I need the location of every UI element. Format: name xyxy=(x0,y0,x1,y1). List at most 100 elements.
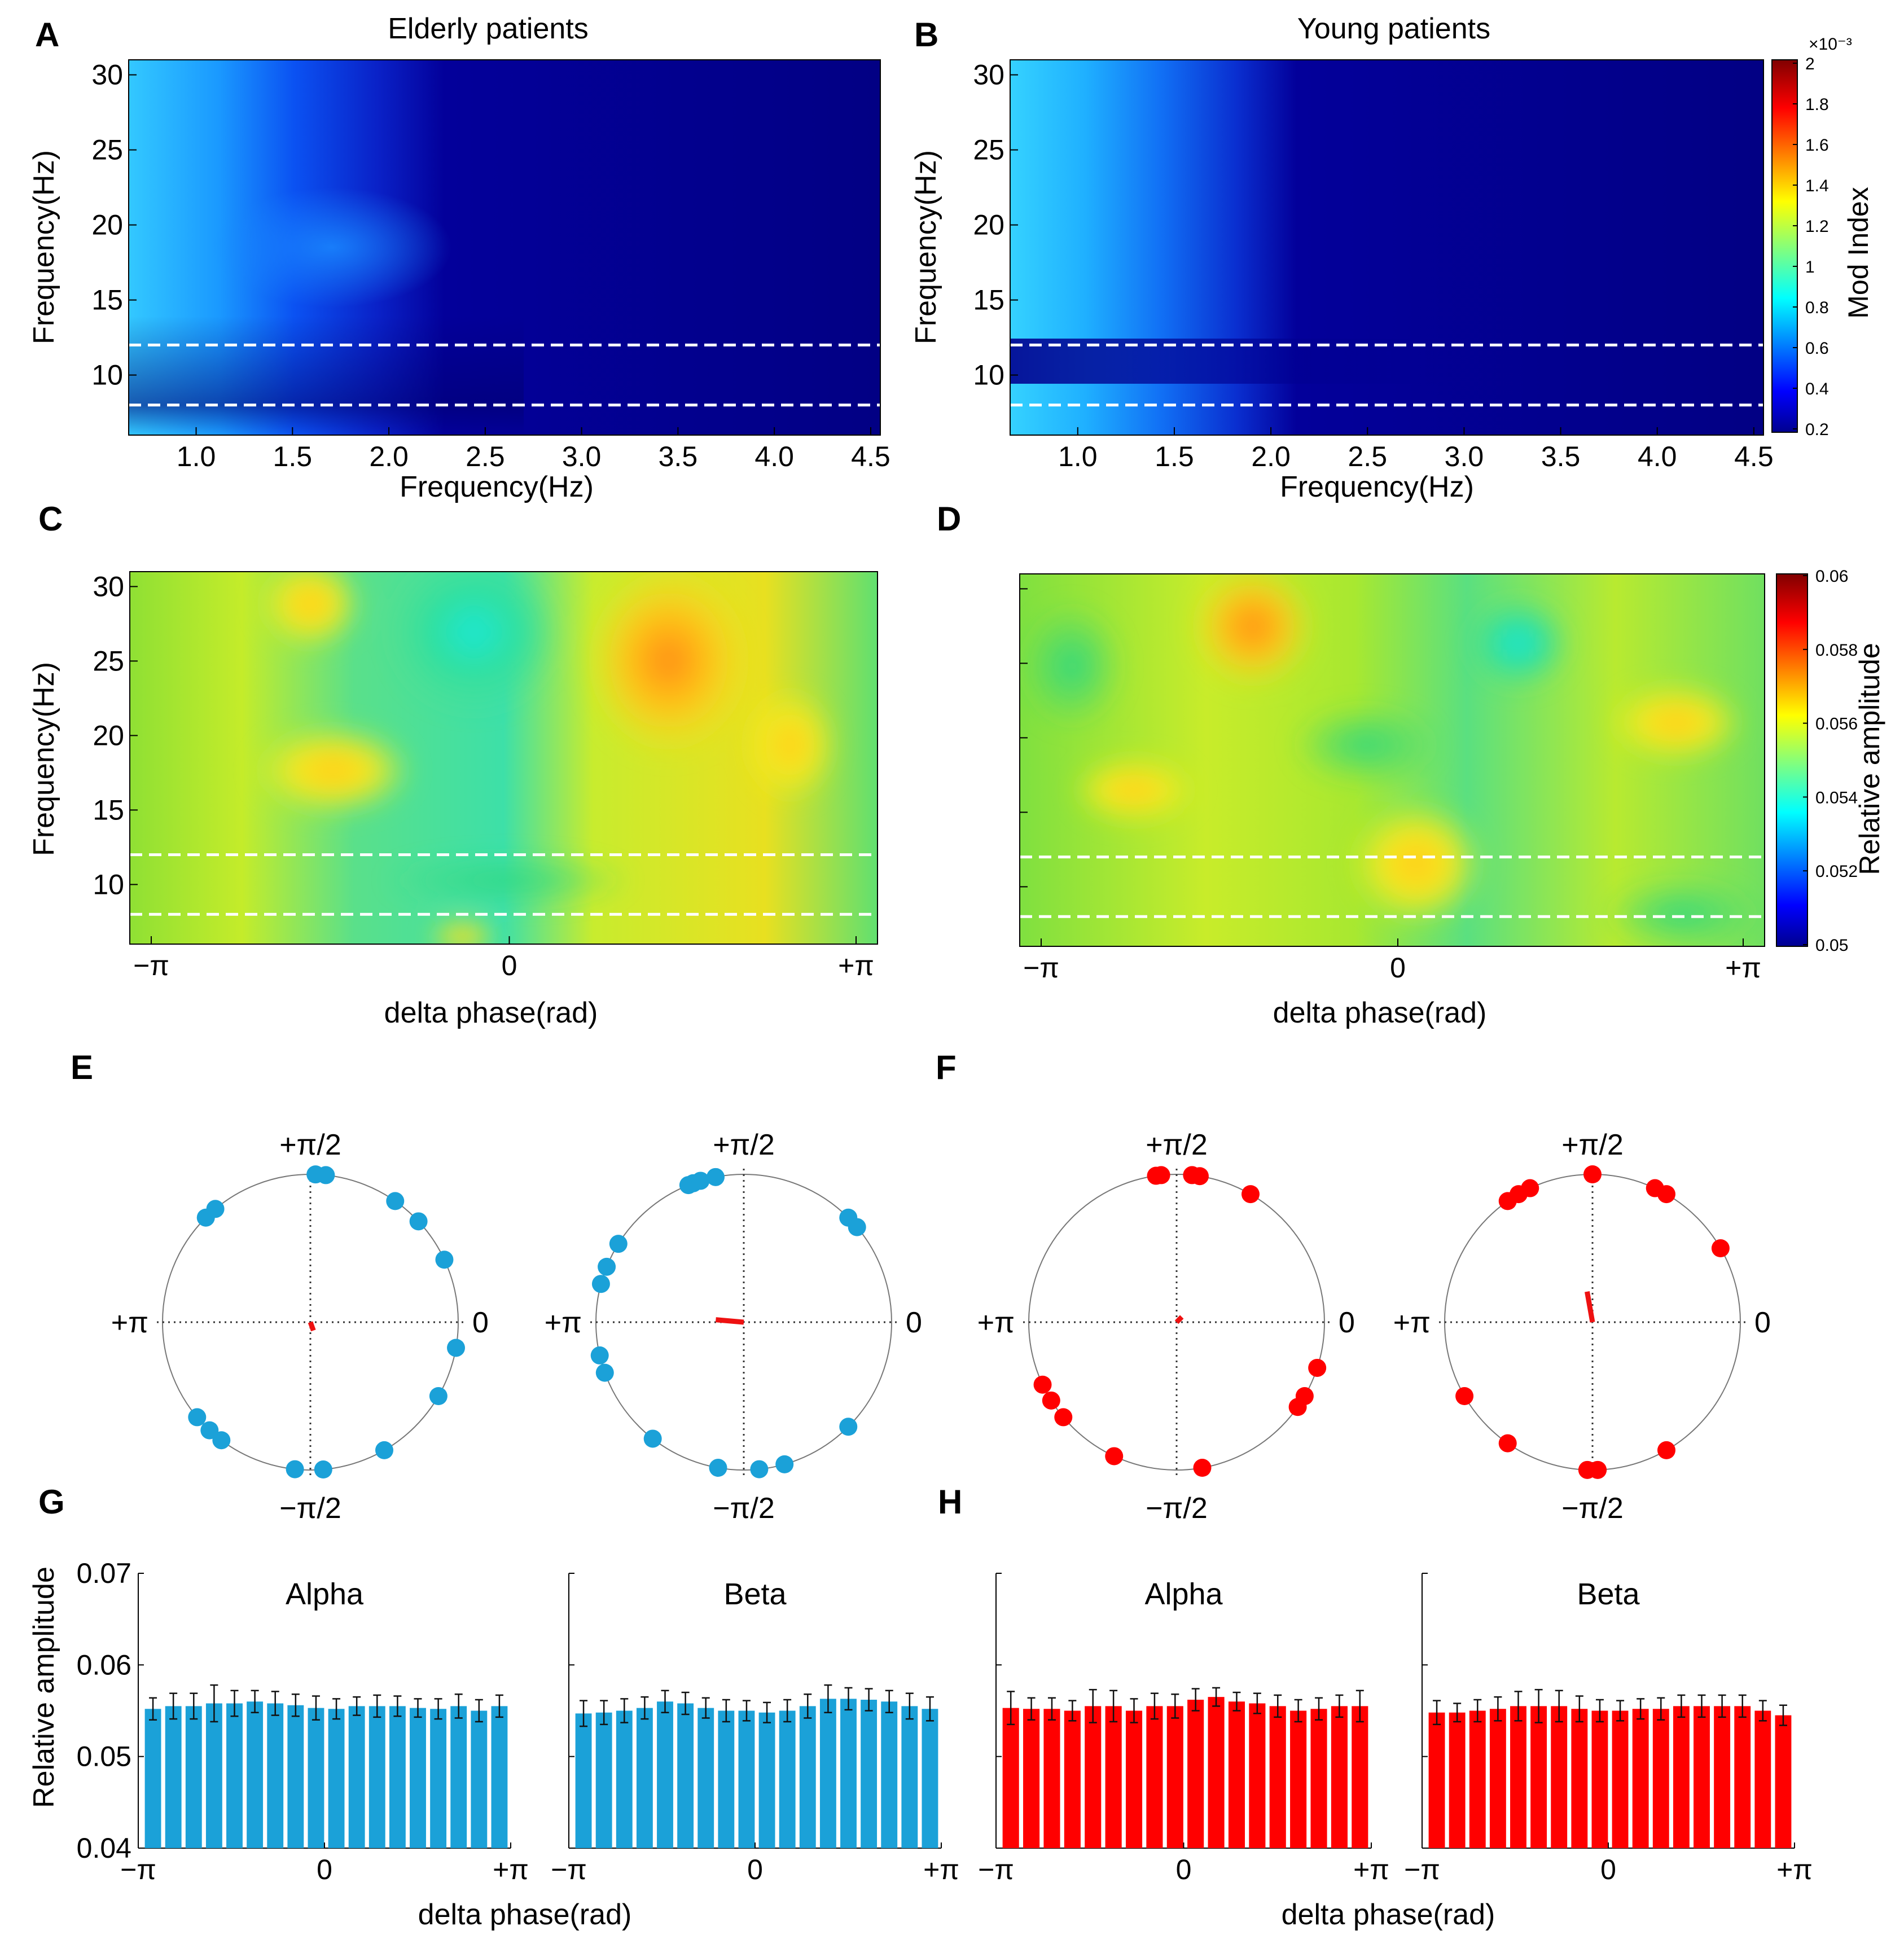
heatmap-d-coolspot-3 xyxy=(1603,880,1761,946)
colorbar-tick-label: 0.6 xyxy=(1805,339,1829,358)
heatmap-d-hotspot-3 xyxy=(1608,683,1744,762)
bar-xtick-label: −π xyxy=(978,1854,1014,1885)
bar xyxy=(185,1706,202,1848)
bar xyxy=(1105,1706,1122,1848)
phase-point xyxy=(598,1257,616,1276)
phase-point xyxy=(707,1168,725,1186)
bar xyxy=(1331,1706,1348,1848)
heatmap-a xyxy=(129,60,880,435)
bar-title: Beta xyxy=(723,1577,787,1611)
phase-point xyxy=(839,1418,858,1436)
phase-point xyxy=(1241,1185,1260,1204)
ytick-label: 10 xyxy=(91,359,123,391)
heatmap-d-coolspot-2 xyxy=(1292,705,1439,784)
ytick-label: 25 xyxy=(91,134,123,166)
phase-point xyxy=(609,1235,628,1253)
bar xyxy=(1002,1708,1019,1848)
phase-point xyxy=(1308,1358,1327,1377)
phase-point xyxy=(775,1455,794,1473)
bar xyxy=(718,1710,735,1848)
polar-label-top: +π/2 xyxy=(713,1129,775,1161)
bar-xtick-label: +π xyxy=(493,1854,529,1885)
panel-letter-a: A xyxy=(35,16,59,54)
phase-point xyxy=(409,1212,428,1231)
phase-point xyxy=(286,1460,304,1478)
bar xyxy=(799,1706,816,1848)
colorbar-tick-label: 1 xyxy=(1805,258,1815,277)
bar-chart-h2: Beta −π 0 +π xyxy=(1404,1573,1813,1885)
bar xyxy=(287,1705,304,1848)
axes-frame-b xyxy=(1010,59,1764,436)
ytick-label: 15 xyxy=(91,284,123,316)
xtick-label: 2.5 xyxy=(1348,441,1388,472)
colorbar-tick-label: 0.056 xyxy=(1815,715,1858,734)
mean-vector xyxy=(716,1317,744,1325)
bar xyxy=(328,1709,345,1848)
phase-point xyxy=(447,1339,466,1357)
phase-point xyxy=(1657,1185,1675,1204)
bar xyxy=(471,1710,488,1848)
phase-point xyxy=(1657,1441,1675,1459)
phase-point xyxy=(206,1200,225,1218)
polar-label-right: 0 xyxy=(1339,1306,1355,1339)
panel-b-title: Young patients xyxy=(1297,12,1490,45)
bar xyxy=(1428,1712,1445,1848)
polar-label-left: +π xyxy=(977,1306,1015,1339)
xtick-label: −π xyxy=(133,950,169,981)
polar-e1: +π/2 −π/2 +π 0 xyxy=(111,1129,489,1525)
bar xyxy=(491,1706,508,1848)
heatmap-c-hotspot-5 xyxy=(429,920,497,944)
bar xyxy=(697,1708,714,1848)
xtick-label: 3.5 xyxy=(1541,441,1581,472)
xtick-label: 2.0 xyxy=(1251,441,1291,472)
bar xyxy=(1187,1700,1204,1848)
xtick-label: 4.5 xyxy=(851,441,890,472)
phase-point xyxy=(848,1218,866,1236)
bar xyxy=(348,1706,365,1848)
heatmap-c xyxy=(130,572,878,944)
bar xyxy=(226,1703,243,1848)
heatmap-d-coolspot-4 xyxy=(1021,604,1123,728)
colorbar-tick-label: 0.052 xyxy=(1815,862,1858,881)
xtick-label: 2.5 xyxy=(466,441,505,472)
bar xyxy=(1632,1709,1649,1848)
colorbar-tick-label: 0.06 xyxy=(1815,567,1848,586)
heatmap-c-coolspot-2 xyxy=(384,858,632,903)
phase-point xyxy=(1152,1166,1170,1184)
bar xyxy=(1166,1706,1183,1848)
bar-ytick-label: 0.06 xyxy=(77,1649,131,1681)
bar xyxy=(1228,1701,1245,1848)
bar-ytick-label: 0.05 xyxy=(77,1741,131,1772)
bar xyxy=(430,1709,447,1848)
colorbar-b-ticks: 2 1.8 1.6 1.4 1.2 1 0.8 0.6 0.4 0.2 xyxy=(1793,55,1829,439)
phase-point xyxy=(435,1251,454,1269)
xtick-label: 1.0 xyxy=(1058,441,1098,472)
bar-title: Beta xyxy=(1577,1577,1640,1611)
bar xyxy=(450,1706,467,1848)
bar xyxy=(1085,1706,1102,1848)
polar-label-left: +π xyxy=(111,1306,148,1339)
bar xyxy=(1612,1710,1629,1848)
ytick-label: 15 xyxy=(93,794,124,826)
panel-letter-b: B xyxy=(914,16,938,54)
colorbar-tick-label: 0.054 xyxy=(1815,788,1858,807)
xlabel-c: delta phase(rad) xyxy=(384,997,598,1029)
xlabel-h: delta phase(rad) xyxy=(1282,1898,1495,1931)
panel-letter-c: C xyxy=(38,500,63,538)
polar-label-bottom: −π/2 xyxy=(1561,1492,1624,1525)
bar xyxy=(1775,1715,1792,1848)
xtick-label: 4.5 xyxy=(1734,441,1774,472)
colorbar-tick-label: 0.4 xyxy=(1805,380,1829,398)
bar-chart-g1: Alpha 0.04 0.05 0.06 0.07 −π 0 +π xyxy=(77,1557,529,1885)
bar xyxy=(1673,1706,1690,1848)
bar xyxy=(1652,1709,1669,1848)
polar-label-bottom: −π/2 xyxy=(279,1492,341,1525)
phase-point xyxy=(200,1421,219,1440)
polar-f1: +π/2 −π/2 +π 0 xyxy=(977,1129,1355,1525)
phase-point xyxy=(1583,1165,1602,1183)
colorbar-d-ticks: 0.06 0.058 0.056 0.054 0.052 0.05 xyxy=(1803,567,1858,955)
colorbar-tick-label: 1.6 xyxy=(1805,136,1829,155)
bar xyxy=(1146,1706,1163,1848)
